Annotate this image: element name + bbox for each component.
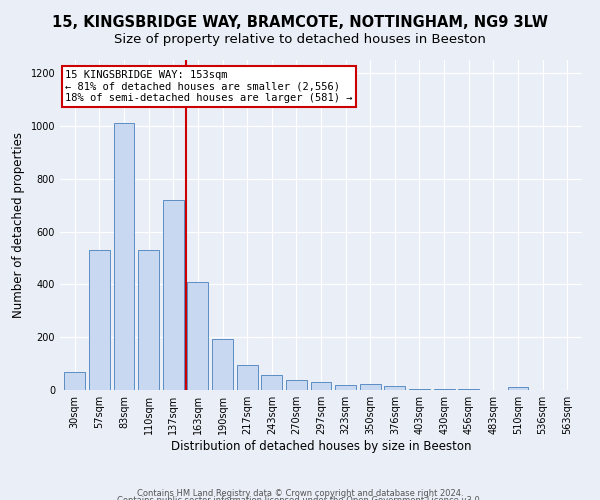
- Bar: [434, 389, 455, 390]
- Text: 15, KINGSBRIDGE WAY, BRAMCOTE, NOTTINGHAM, NG9 3LW: 15, KINGSBRIDGE WAY, BRAMCOTE, NOTTINGHA…: [52, 15, 548, 30]
- Bar: [335, 385, 356, 390]
- Bar: [163, 200, 184, 390]
- Bar: [212, 338, 233, 390]
- Bar: [187, 282, 208, 390]
- Text: Contains public sector information licensed under the Open Government Licence v3: Contains public sector information licen…: [118, 496, 482, 500]
- Bar: [360, 384, 381, 390]
- Text: Contains HM Land Registry data © Crown copyright and database right 2024.: Contains HM Land Registry data © Crown c…: [137, 488, 463, 498]
- Bar: [89, 250, 110, 390]
- Bar: [236, 366, 257, 390]
- Y-axis label: Number of detached properties: Number of detached properties: [12, 132, 25, 318]
- Text: 15 KINGSBRIDGE WAY: 153sqm
← 81% of detached houses are smaller (2,556)
18% of s: 15 KINGSBRIDGE WAY: 153sqm ← 81% of deta…: [65, 70, 353, 103]
- Bar: [138, 250, 159, 390]
- Bar: [286, 380, 307, 390]
- Bar: [64, 372, 85, 390]
- Bar: [311, 382, 331, 390]
- Bar: [261, 374, 282, 390]
- Bar: [385, 386, 406, 390]
- Bar: [113, 124, 134, 390]
- X-axis label: Distribution of detached houses by size in Beeston: Distribution of detached houses by size …: [171, 440, 471, 453]
- Bar: [508, 388, 529, 390]
- Text: Size of property relative to detached houses in Beeston: Size of property relative to detached ho…: [114, 32, 486, 46]
- Bar: [409, 388, 430, 390]
